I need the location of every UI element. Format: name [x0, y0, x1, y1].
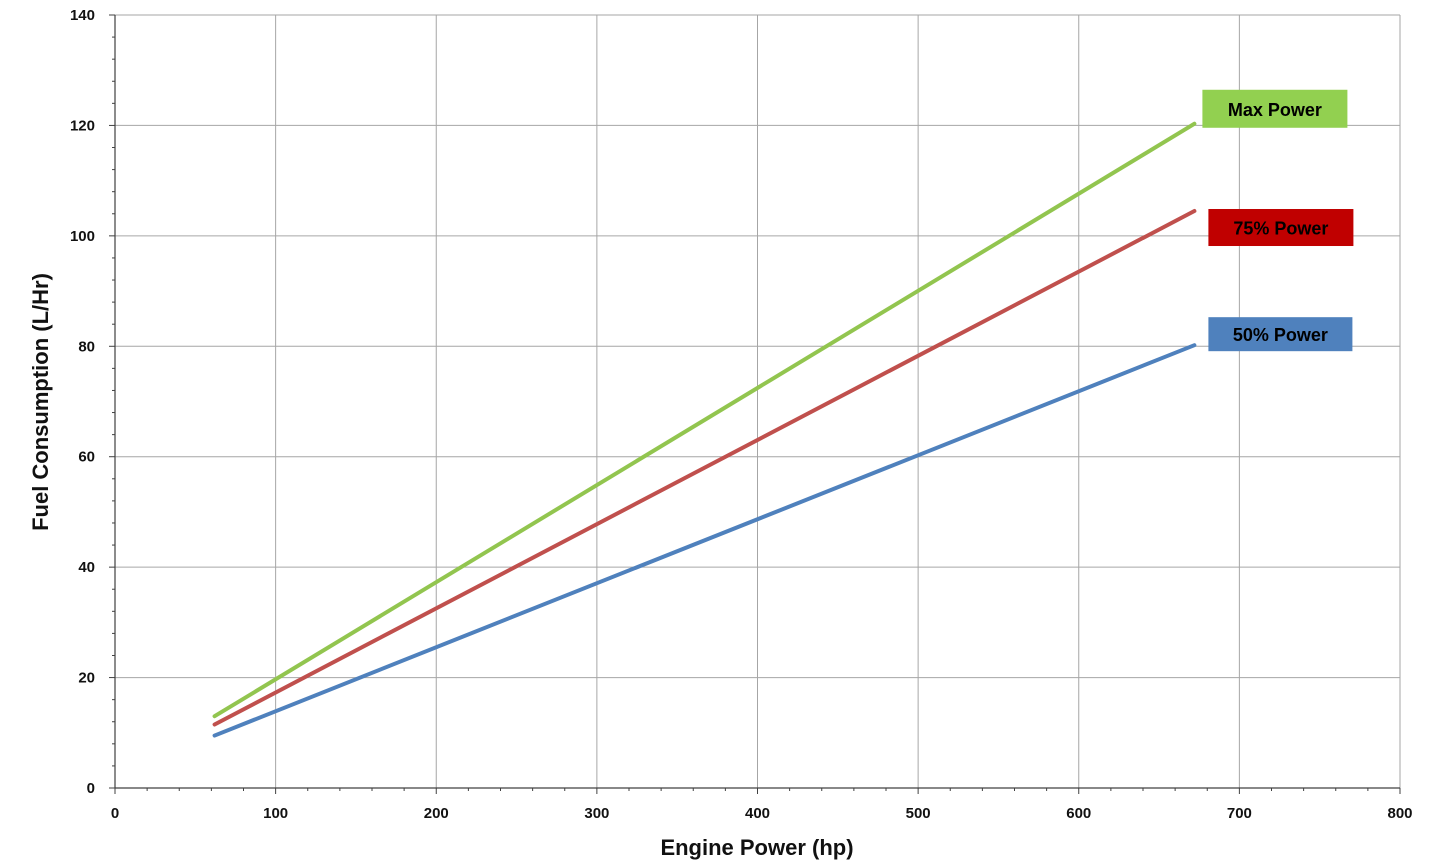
y-tick-label: 0 [87, 780, 95, 797]
x-tick-label: 400 [745, 805, 770, 822]
x-tick-label: 200 [424, 805, 449, 822]
series-label-2: 75% Power [1208, 209, 1354, 247]
series-label-1: Max Power [1202, 89, 1348, 128]
series-label-text: Max Power [1228, 100, 1322, 120]
series-line-3 [212, 343, 1197, 738]
series-label-box [1202, 89, 1348, 128]
y-tick-label: 100 [70, 228, 95, 245]
x-tick-label: 700 [1227, 805, 1252, 822]
series-label-3: 50% Power [1208, 317, 1353, 352]
series-label-box [1208, 209, 1354, 247]
x-tick-label: 500 [906, 805, 931, 822]
y-tick-label: 40 [78, 559, 95, 576]
series-line-2 [212, 209, 1197, 727]
series-line-1 [212, 121, 1197, 719]
grid [115, 14, 1401, 788]
series-label-text: 75% Power [1233, 219, 1328, 239]
x-tick-label: 0 [111, 805, 119, 822]
series-labels: Max Power 75% Power 50% Power [1202, 89, 1354, 352]
x-tick-label: 800 [1387, 805, 1412, 822]
series-label-text: 50% Power [1233, 325, 1328, 345]
y-axis-title: Fuel Consumption (L/Hr) [28, 273, 53, 531]
axes: 0 100 200 300 400 500 600 700 800 0 20 40 60 80 100 120… [70, 7, 1413, 822]
series-lines [212, 121, 1197, 738]
y-tick-label: 60 [78, 449, 95, 466]
y-tick-label: 20 [78, 670, 95, 687]
y-tick-label: 120 [70, 117, 95, 134]
x-axis-title: Engine Power (hp) [660, 835, 853, 860]
x-tick-label: 100 [263, 805, 288, 822]
y-tick-label: 140 [70, 7, 95, 24]
x-tick-label: 600 [1066, 805, 1091, 822]
series-label-box [1208, 317, 1353, 352]
x-tick-label: 300 [584, 805, 609, 822]
y-tick-label: 80 [78, 338, 95, 355]
